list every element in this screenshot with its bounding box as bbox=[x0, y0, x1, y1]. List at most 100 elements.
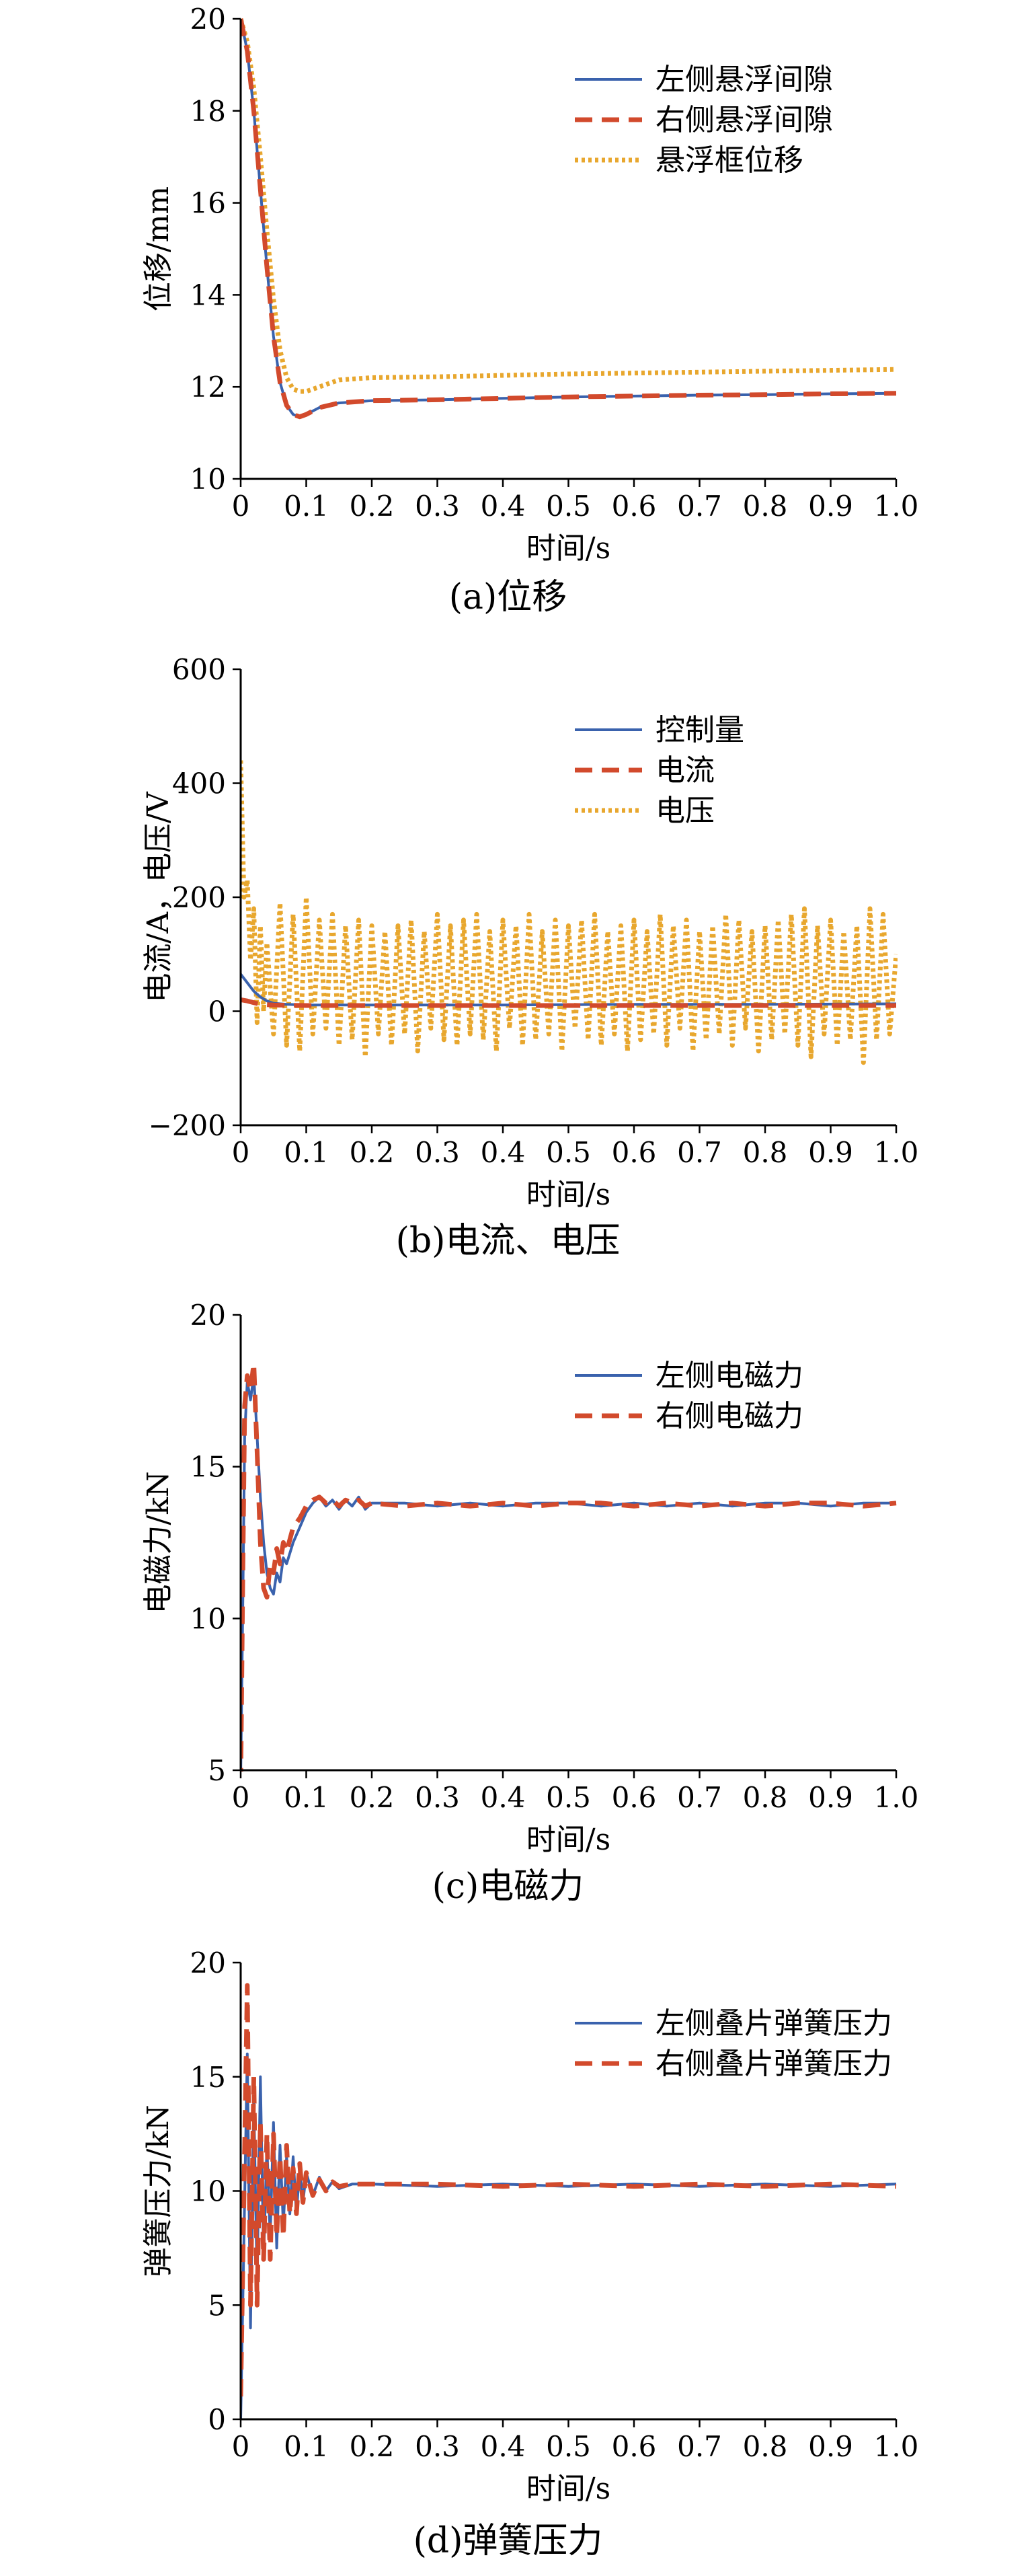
x-tick-label: 0.8 bbox=[743, 1781, 788, 1814]
x-tick-label: 0.6 bbox=[612, 1781, 657, 1814]
x-tick-label: 0.2 bbox=[350, 1781, 395, 1814]
y-tick-label: −200 bbox=[149, 1109, 226, 1142]
x-tick-label: 0.3 bbox=[415, 2430, 460, 2463]
x-tick-label: 0.4 bbox=[481, 2430, 526, 2463]
x-tick-label: 0.3 bbox=[415, 1136, 460, 1169]
legend-label-1: 控制量 bbox=[656, 713, 744, 747]
legend-label-1: 左侧悬浮间隙 bbox=[656, 63, 833, 97]
x-axis-label: 时间/s bbox=[526, 1178, 610, 1212]
legend-label-1: 左侧电磁力 bbox=[656, 1359, 803, 1393]
y-tick-label: 15 bbox=[190, 2061, 226, 2094]
y-tick-label: 10 bbox=[190, 1602, 226, 1635]
x-tick-label: 0.5 bbox=[546, 2430, 591, 2463]
x-tick-label: 0.9 bbox=[808, 490, 853, 523]
series-line-2 bbox=[241, 997, 896, 1008]
legend-label-2: 电流 bbox=[656, 753, 715, 788]
y-tick-label: 18 bbox=[190, 95, 226, 128]
legend-label-2: 右侧悬浮间隙 bbox=[656, 103, 833, 137]
y-tick-label: 14 bbox=[190, 278, 226, 311]
y-tick-label: 0 bbox=[208, 2403, 226, 2436]
plot-area bbox=[241, 1983, 897, 2420]
y-tick-label: 200 bbox=[172, 881, 226, 914]
x-tick-label: 0.1 bbox=[284, 1136, 329, 1169]
x-tick-label: 0.1 bbox=[284, 490, 329, 523]
legend-label-3: 悬浮框位移 bbox=[656, 143, 803, 178]
x-tick-label: 0.9 bbox=[808, 1136, 853, 1169]
figure-caption: (b)电流、电压 bbox=[396, 1221, 621, 1261]
x-tick-label: 0.3 bbox=[415, 490, 460, 523]
y-tick-label: 20 bbox=[190, 1299, 226, 1332]
x-tick-label: 1.0 bbox=[874, 1781, 919, 1814]
chart-d: 0 0.1 0.2 0.3 0.4 0.5 0.6 0.7 0.8 0.9 1.0 0 5 10 15 20 时… bbox=[141, 1946, 918, 2561]
x-tick-label: 0.4 bbox=[481, 490, 526, 523]
x-axis-label: 时间/s bbox=[526, 2472, 610, 2506]
series-line-3 bbox=[241, 760, 898, 1065]
series-line-2 bbox=[241, 1983, 897, 2397]
x-tick-label: 0.2 bbox=[350, 490, 395, 523]
y-tick-label: 0 bbox=[208, 995, 226, 1028]
series-line-1 bbox=[241, 18, 897, 418]
figure-caption: (a)位移 bbox=[449, 577, 567, 617]
x-tick-label: 1.0 bbox=[874, 1136, 919, 1169]
x-tick-label: 0.5 bbox=[546, 490, 591, 523]
x-tick-label: 0.7 bbox=[677, 1781, 722, 1814]
legend-label-2: 右侧叠片弹簧压力 bbox=[656, 2047, 892, 2081]
y-tick-label: 16 bbox=[190, 187, 226, 220]
series-line-2 bbox=[241, 1361, 897, 1772]
x-tick-label: 0.2 bbox=[350, 2430, 395, 2463]
x-tick-label: 0.1 bbox=[284, 1781, 329, 1814]
x-tick-label: 0.7 bbox=[677, 490, 722, 523]
series-line-1 bbox=[241, 1374, 896, 1772]
x-tick-label: 1.0 bbox=[874, 490, 919, 523]
x-tick-label: 0.4 bbox=[481, 1781, 526, 1814]
x-axis-label: 时间/s bbox=[526, 531, 610, 566]
figure-caption: (c)电磁力 bbox=[432, 1866, 584, 1907]
x-tick-label: 0.3 bbox=[415, 1781, 460, 1814]
x-tick-label: 0.6 bbox=[612, 490, 657, 523]
legend-label-2: 右侧电磁力 bbox=[656, 1399, 803, 1433]
legend-label-1: 左侧叠片弹簧压力 bbox=[656, 2006, 892, 2041]
x-tick-label: 1.0 bbox=[874, 2430, 919, 2463]
y-axis-label: 位移/mm bbox=[141, 186, 175, 311]
x-tick-label: 0 bbox=[232, 1781, 250, 1814]
x-tick-label: 0.2 bbox=[350, 1136, 395, 1169]
x-tick-label: 0.8 bbox=[743, 490, 788, 523]
figure-caption: (d)弹簧压力 bbox=[413, 2521, 603, 2561]
x-tick-label: 0.8 bbox=[743, 1136, 788, 1169]
y-tick-label: 10 bbox=[190, 2175, 226, 2208]
plot-area bbox=[241, 760, 898, 1065]
x-tick-label: 0.4 bbox=[481, 1136, 526, 1169]
y-tick-label: 10 bbox=[190, 463, 226, 496]
x-tick-label: 0.7 bbox=[677, 1136, 722, 1169]
x-tick-label: 0.8 bbox=[743, 2430, 788, 2463]
chart-b: 0 0.1 0.2 0.3 0.4 0.5 0.6 0.7 0.8 0.9 1.0−20002004… bbox=[141, 653, 918, 1261]
x-tick-label: 0 bbox=[232, 2430, 250, 2463]
x-tick-label: 0.9 bbox=[808, 1781, 853, 1814]
x-tick-label: 0 bbox=[232, 490, 250, 523]
x-tick-label: 0 bbox=[232, 1136, 250, 1169]
y-axis-label: 弹簧压力/kN bbox=[141, 2105, 175, 2277]
x-axis-label: 时间/s bbox=[526, 1823, 610, 1857]
x-tick-label: 0.7 bbox=[677, 2430, 722, 2463]
y-tick-label: 15 bbox=[190, 1451, 226, 1484]
y-axis-label: 电流/A，电压/V bbox=[141, 791, 175, 1002]
y-tick-label: 5 bbox=[208, 1754, 226, 1787]
series-line-1 bbox=[241, 2052, 897, 2420]
y-tick-label: 20 bbox=[190, 1946, 226, 1979]
x-tick-label: 0.6 bbox=[612, 2430, 657, 2463]
legend-label-3: 电压 bbox=[656, 794, 715, 828]
plot-area bbox=[241, 1361, 897, 1772]
x-tick-label: 0.9 bbox=[808, 2430, 853, 2463]
y-tick-label: 400 bbox=[172, 767, 226, 800]
x-tick-label: 0.1 bbox=[284, 2430, 329, 2463]
plot-area bbox=[241, 18, 897, 420]
x-tick-label: 0.5 bbox=[546, 1136, 591, 1169]
chart-c: 0 0.1 0.2 0.3 0.4 0.5 0.6 0.7 0.8 0.9 1.0 5 10 15 20 时间… bbox=[141, 1299, 918, 1907]
y-tick-label: 12 bbox=[190, 371, 226, 404]
chart-a: 0 0.1 0.2 0.3 0.4 0.5 0.6 0.7 0.8 0.9 1.0 10 12 14 16 1… bbox=[141, 3, 918, 617]
x-tick-label: 0.6 bbox=[612, 1136, 657, 1169]
y-tick-label: 600 bbox=[172, 653, 226, 686]
y-tick-label: 20 bbox=[190, 3, 226, 36]
series-line-3 bbox=[241, 18, 897, 394]
